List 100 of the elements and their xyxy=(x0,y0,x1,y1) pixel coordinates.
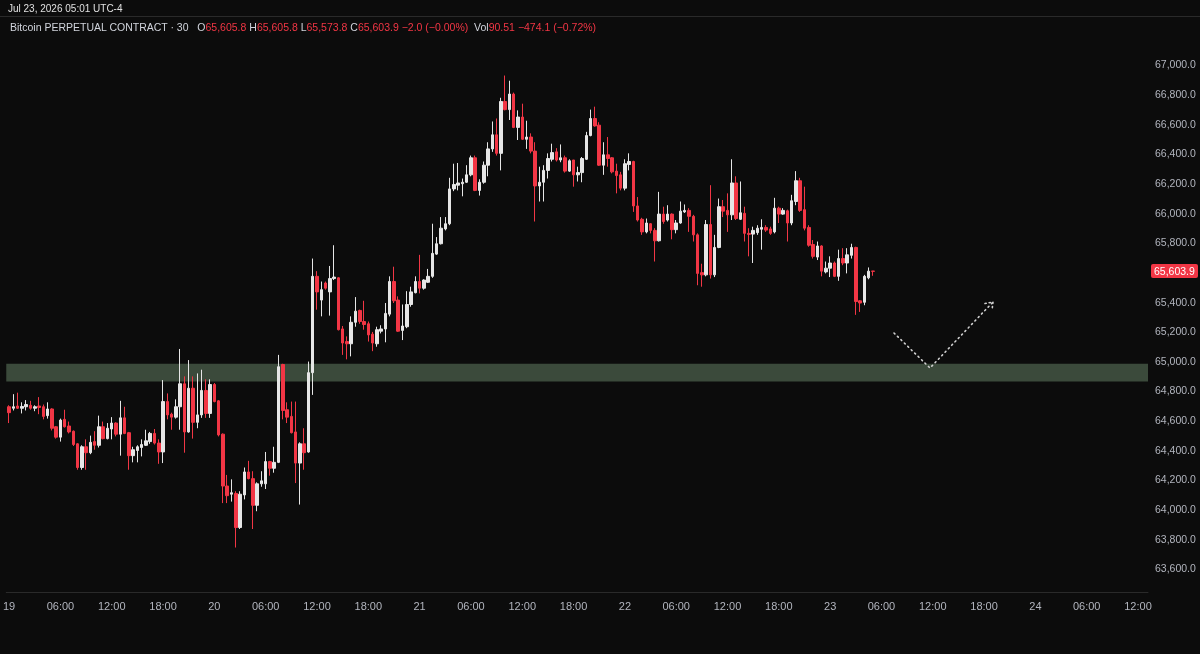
x-tick-label: 06:00 xyxy=(1072,599,1101,612)
candlestick xyxy=(20,401,24,414)
candlestick xyxy=(208,378,212,419)
candlestick xyxy=(59,418,62,443)
x-tick-label: 22 xyxy=(618,599,632,612)
candlestick xyxy=(191,375,195,440)
candlestick xyxy=(473,155,477,192)
y-tick-label: 64,600.0 xyxy=(1155,414,1197,427)
candlestick xyxy=(828,255,832,278)
y-tick-label: 65,000.0 xyxy=(1155,354,1197,367)
candlestick xyxy=(298,441,302,506)
candlestick xyxy=(315,270,319,311)
candlestick xyxy=(764,224,768,233)
candlestick xyxy=(161,379,165,464)
candlestick xyxy=(521,103,524,141)
text: Jul 23, 2026 05:01 UTC-4 xyxy=(8,3,123,15)
x-tick-label: 06:00 xyxy=(662,599,690,612)
candlestick xyxy=(751,226,755,264)
text: 65,603.9 xyxy=(1151,264,1198,279)
candlestick xyxy=(816,241,819,261)
candlestick xyxy=(555,147,558,162)
candlestick xyxy=(29,400,32,411)
x-tick-label: 24 xyxy=(1029,599,1042,612)
candlestick xyxy=(24,399,28,411)
candlestick xyxy=(563,155,567,174)
candlestick xyxy=(183,375,186,454)
candlestick xyxy=(97,415,101,449)
y-tick-label: 65,800.0 xyxy=(1155,236,1197,249)
x-tick-label: 23 xyxy=(824,599,837,612)
candlestick xyxy=(16,392,19,410)
x-tick-label: 06:00 xyxy=(251,599,280,612)
y-tick-label: 66,800.0 xyxy=(1155,88,1197,101)
y-tick-label: 66,000.0 xyxy=(1155,206,1197,219)
candlestick xyxy=(230,478,233,503)
candlestick xyxy=(375,326,379,348)
x-tick-label: 18:00 xyxy=(354,599,383,612)
y-tick-label: 66,200.0 xyxy=(1155,176,1197,189)
candlestick xyxy=(89,435,92,455)
candlestick xyxy=(786,209,789,243)
candlestick xyxy=(760,218,763,251)
y-tick-label: 63,800.0 xyxy=(1155,532,1197,545)
candlestick xyxy=(538,166,541,202)
x-tick-label: 19 xyxy=(2,599,16,612)
candlestick xyxy=(503,75,507,111)
candlestick xyxy=(512,92,515,129)
candlestick xyxy=(730,158,734,221)
candlestick xyxy=(495,118,498,157)
x-tick-label: 21 xyxy=(413,599,426,612)
candlestick xyxy=(666,204,669,223)
candlestick xyxy=(837,249,840,282)
candlestick xyxy=(268,460,272,477)
candlestick xyxy=(572,159,575,188)
x-tick-label: 12:00 xyxy=(97,599,126,612)
x-tick-label: 12:00 xyxy=(303,599,331,612)
candlestick xyxy=(602,141,605,176)
candlestick xyxy=(734,175,738,221)
y-tick-label: 64,000.0 xyxy=(1155,503,1197,516)
candlestick xyxy=(781,207,785,216)
candlestick xyxy=(46,401,49,420)
candlestick xyxy=(37,396,41,415)
candlestick xyxy=(820,244,823,277)
x-tick-label: 18:00 xyxy=(559,599,588,612)
candlestick xyxy=(196,372,199,429)
candlestick xyxy=(119,400,122,457)
candlestick xyxy=(841,247,845,266)
y-tick-label: 64,800.0 xyxy=(1155,384,1197,397)
candlestick xyxy=(653,227,657,263)
x-tick-label: 12:00 xyxy=(1124,599,1152,612)
candlestick xyxy=(559,143,562,163)
candlestick xyxy=(264,451,267,490)
candlestick xyxy=(662,206,665,225)
x-tick-label: 12:00 xyxy=(508,599,537,612)
candlestick xyxy=(131,446,135,463)
candlestick xyxy=(294,401,297,484)
x-tick-label: 06:00 xyxy=(457,599,485,612)
candlestick xyxy=(833,261,836,278)
candlestick xyxy=(148,431,152,445)
y-tick-label: 67,000.0 xyxy=(1155,58,1197,71)
text: O65,605.8 H65,605.8 L65,573.8 C65,603.9 −2.0 (−0.00%) Vol90.51 −474.1 (−0.72%) xyxy=(197,21,597,33)
candlestick xyxy=(516,109,520,141)
candlestick xyxy=(845,247,849,274)
candlestick xyxy=(33,404,37,412)
candlestick xyxy=(101,421,105,440)
y-tick-label: 66,400.0 xyxy=(1155,147,1197,160)
candlestick xyxy=(657,191,661,243)
candlestick xyxy=(302,427,306,471)
y-tick-label: 65,200.0 xyxy=(1155,325,1197,338)
x-tick-label: 12:00 xyxy=(713,599,742,612)
candlestick xyxy=(178,348,182,431)
y-tick-label: 66,600.0 xyxy=(1155,117,1197,130)
candlestick xyxy=(871,270,875,277)
candlestick xyxy=(114,421,118,437)
candlestick xyxy=(324,281,327,291)
candlestick xyxy=(80,444,84,471)
candlestick xyxy=(110,416,113,440)
candlestick xyxy=(525,120,528,150)
candlestick xyxy=(84,438,88,471)
candlestick xyxy=(670,212,674,240)
x-tick-label: 12:00 xyxy=(919,599,947,612)
candlestick xyxy=(645,218,648,234)
